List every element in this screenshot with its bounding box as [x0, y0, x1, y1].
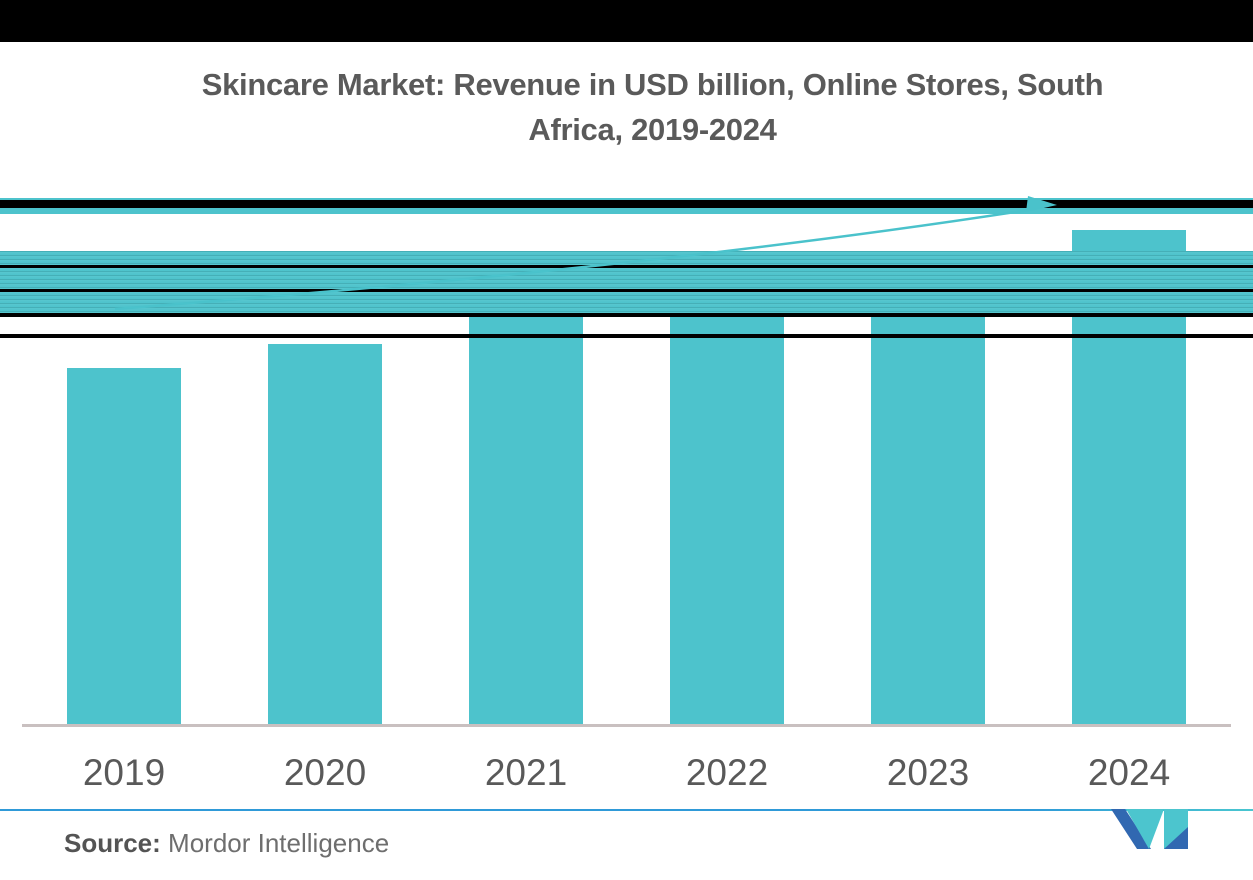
glitch-black-line-4 [0, 334, 1253, 338]
glitch-black-line-1 [0, 265, 1253, 268]
mordor-intelligence-logo-icon [1111, 809, 1188, 849]
chart-title-line1: Skincare Market: Revenue in USD billion,… [201, 67, 1104, 102]
glitch-black-band [0, 200, 1253, 208]
source-line: Source: Mordor Intelligence [64, 828, 389, 859]
bar-2019 [67, 368, 181, 725]
x-axis-label-2020: 2020 [283, 752, 367, 793]
bar-2021 [469, 316, 583, 725]
source-text: Mordor Intelligence [168, 828, 390, 858]
bar-2020 [268, 344, 382, 725]
chart-title-line2: Africa, 2019-2024 [528, 112, 777, 147]
bar-2022 [670, 309, 784, 725]
source-label: Source: [64, 828, 161, 858]
glitch-black-bar-top [0, 0, 1253, 42]
glitch-teal-stripe-band [0, 251, 1253, 316]
glitch-blue-line [0, 809, 1253, 811]
glitch-teal-hairline [0, 198, 1253, 200]
glitch-teal-line [0, 208, 1253, 214]
bar-2023 [871, 280, 985, 725]
x-axis-label-2023: 2023 [886, 752, 970, 793]
x-axis-label-2021: 2021 [484, 752, 568, 793]
chart-title: Skincare Market: Revenue in USD billion,… [0, 62, 1253, 152]
x-axis-line [22, 724, 1231, 727]
x-axis-label-2024: 2024 [1087, 752, 1171, 793]
glitch-black-line-2 [0, 289, 1253, 292]
glitch-black-line-3 [0, 313, 1253, 317]
x-axis-label-2019: 2019 [82, 752, 166, 793]
x-axis-label-2022: 2022 [685, 752, 769, 793]
